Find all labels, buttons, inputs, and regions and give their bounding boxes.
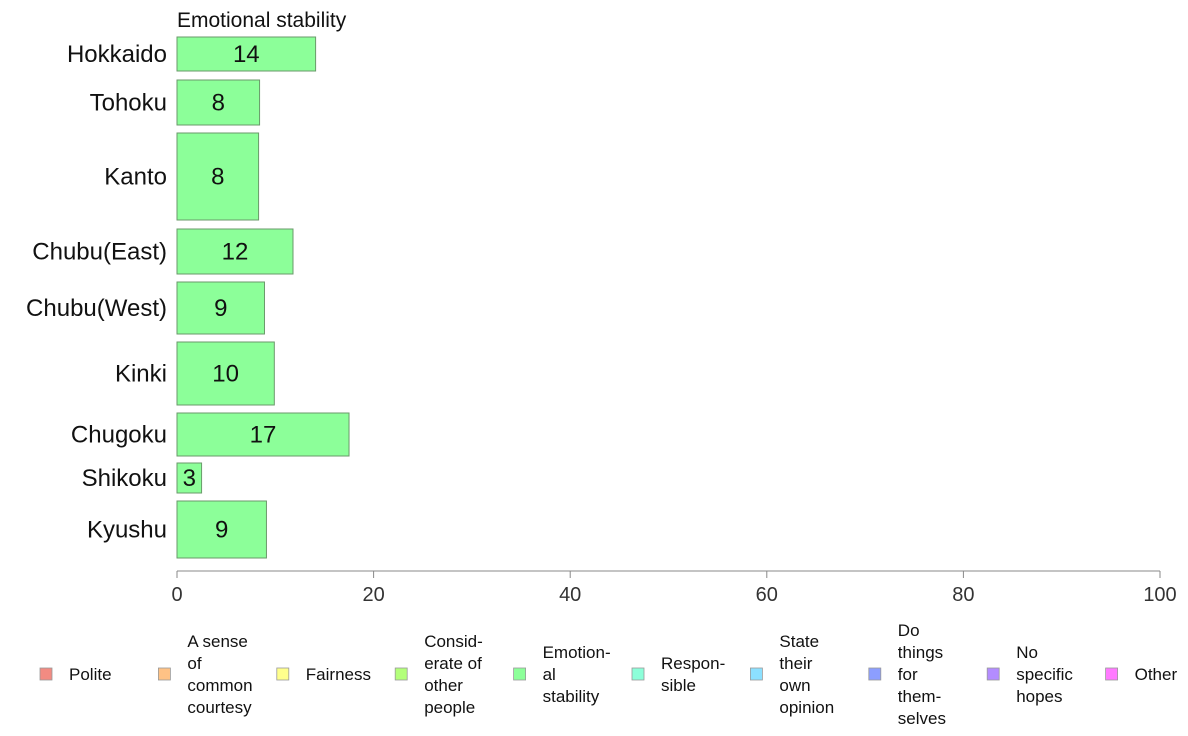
legend-swatch	[394, 667, 408, 681]
legend-swatch	[276, 667, 290, 681]
bar-value-label: 14	[233, 41, 260, 68]
legend-label: Respon-sible	[661, 654, 725, 695]
bar-value-label: 17	[250, 422, 277, 449]
legend-label: Other	[1135, 665, 1178, 684]
category-label: Kinki	[115, 361, 167, 388]
x-tick-label: 40	[559, 584, 581, 606]
category-label: Chubu(West)	[26, 295, 167, 322]
category-label: Tohoku	[90, 90, 167, 117]
legend-label: Do things for them-selves	[898, 621, 946, 728]
legend-label: Fairness	[306, 665, 371, 684]
x-tick-label: 20	[362, 584, 384, 606]
legend-swatch	[631, 667, 645, 681]
category-label: Kyushu	[87, 517, 167, 544]
bar-kyushu	[176, 500, 267, 559]
category-label: Chugoku	[71, 422, 167, 449]
chart-title: Emotional stability	[177, 9, 347, 32]
bar-value-label: 3	[183, 465, 196, 492]
bar-kinki	[176, 341, 275, 406]
legend-label: Polite	[69, 665, 112, 684]
bar-value-label: 12	[222, 239, 249, 266]
bar-tohoku	[176, 79, 261, 126]
bar-chugoku	[176, 412, 350, 457]
legend-swatch	[986, 667, 1000, 681]
legend-label: A sense of common courtesy	[187, 632, 252, 717]
bar-value-label: 10	[212, 361, 239, 388]
bar-chubu-west-	[176, 281, 265, 335]
bar-kanto	[176, 132, 260, 221]
category-label: Kanto	[104, 164, 167, 191]
legend: Polite A sense of common courtesy Fairness Con…	[39, 621, 1178, 728]
legend-label: No specific hopes	[1016, 643, 1073, 706]
bar-value-label: 9	[215, 517, 228, 544]
legend-label: State their own opinion	[779, 632, 834, 717]
x-axis: 0 20 40 60 80 100	[171, 570, 1177, 606]
category-label: Hokkaido	[67, 41, 167, 68]
bar-value-label: 8	[211, 164, 224, 191]
bar-shikoku	[176, 462, 203, 494]
category-label: Shikoku	[82, 465, 167, 492]
x-tick-label: 100	[1143, 584, 1176, 606]
bar-chubu-east-	[176, 228, 294, 275]
legend-swatch	[868, 667, 882, 681]
legend-swatch	[39, 667, 53, 681]
bar-value-label: 9	[214, 295, 227, 322]
category-label: Chubu(East)	[32, 239, 167, 266]
x-tick-label: 80	[952, 584, 974, 606]
x-tick-label: 0	[171, 584, 182, 606]
bar-hokkaido	[176, 36, 317, 72]
x-tick-label: 60	[756, 584, 778, 606]
legend-label: Emotion-al stability	[543, 643, 611, 706]
legend-swatch	[1105, 667, 1118, 681]
legend-swatch	[750, 667, 763, 681]
legend-swatch	[157, 667, 171, 681]
bars-group: Hokkaido 14 Tohoku 8 Kanto 8 Chubu(East) 12 Chub…	[26, 36, 350, 559]
legend-swatch	[513, 667, 526, 681]
bar-value-label: 8	[212, 90, 225, 117]
legend-label: Consid-erate of other people	[424, 632, 483, 717]
